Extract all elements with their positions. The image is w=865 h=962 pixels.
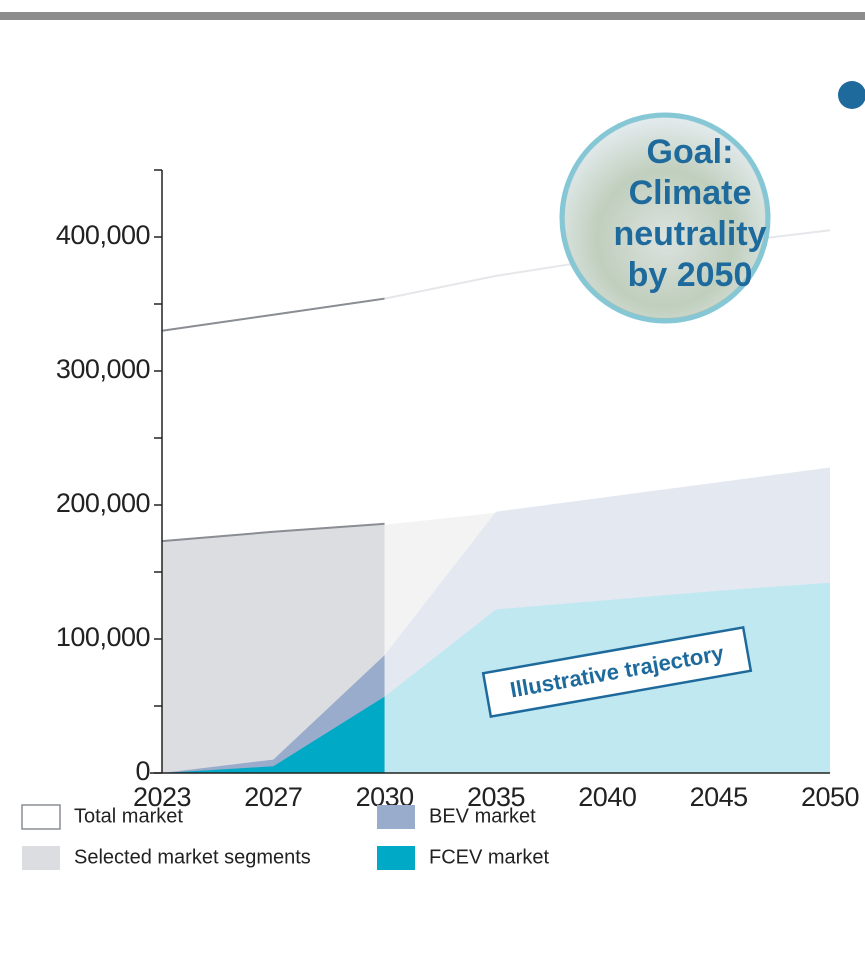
x-tick-label: 2045 — [690, 782, 748, 812]
x-tick-label: 2040 — [578, 782, 636, 812]
y-tick-label: 300,000 — [56, 354, 150, 384]
x-tick-label: 2050 — [801, 782, 859, 812]
x-tick-label: 2035 — [467, 782, 525, 812]
legend-swatch — [22, 846, 60, 870]
legend-swatch — [21, 804, 61, 830]
goal-overlay — [565, 118, 765, 318]
goal-text: Climate — [629, 174, 752, 212]
area — [162, 696, 385, 773]
x-tick-label: 2023 — [133, 782, 191, 812]
goal-text: Goal: — [647, 133, 734, 171]
legend-label: BEV market — [429, 805, 536, 827]
legend-label: FCEV market — [429, 846, 549, 868]
y-tick-label: 400,000 — [56, 220, 150, 250]
goal-text: neutrality — [613, 215, 766, 253]
area-edge — [161, 522, 385, 543]
legend-swatch — [377, 846, 415, 870]
bullet-dot — [838, 81, 865, 109]
y-tick-label: 100,000 — [56, 622, 150, 652]
legend-label: Total market — [74, 805, 183, 827]
legend-label: Selected market segments — [74, 846, 311, 868]
y-tick-label: 0 — [135, 756, 150, 786]
annotation-frame — [481, 625, 753, 719]
top-bar — [0, 12, 865, 20]
goal-text: by 2050 — [628, 256, 753, 294]
area-edge — [161, 297, 385, 332]
x-tick-label: 2027 — [244, 782, 302, 812]
legend-swatch — [377, 805, 415, 829]
y-tick-label: 200,000 — [56, 488, 150, 518]
goal-circle — [559, 112, 771, 324]
